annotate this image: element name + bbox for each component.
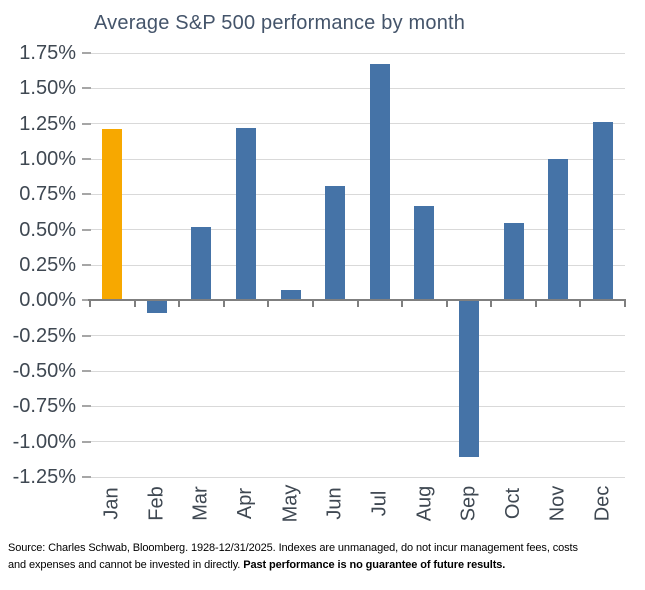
x-axis-tick bbox=[534, 301, 537, 308]
gridline bbox=[90, 370, 625, 372]
x-axis-label-nov: Nov bbox=[546, 485, 569, 521]
x-axis-label-jan: Jan bbox=[100, 486, 123, 520]
gridline bbox=[90, 441, 625, 443]
y-axis-tick bbox=[82, 264, 91, 266]
x-axis-tick bbox=[490, 301, 493, 308]
y-axis-label: 1.50% bbox=[19, 77, 76, 100]
x-axis-tick bbox=[89, 301, 91, 308]
y-axis-label: -0.50% bbox=[12, 360, 76, 382]
bar-may bbox=[280, 290, 301, 301]
bar-apr bbox=[236, 127, 257, 301]
x-axis-label-box: Apr bbox=[224, 479, 269, 527]
bar-sep bbox=[458, 300, 479, 458]
x-axis-label-box: Feb bbox=[135, 479, 180, 527]
gridline bbox=[90, 123, 625, 125]
y-axis-tick bbox=[82, 87, 91, 90]
source-line-1: Source: Charles Schwab, Bloomberg. 1928-… bbox=[8, 542, 578, 554]
x-axis-label-apr: Apr bbox=[234, 487, 257, 519]
y-axis-tick bbox=[82, 193, 91, 196]
y-axis-tick bbox=[82, 52, 91, 54]
x-axis-label-mar: Mar bbox=[189, 485, 212, 521]
x-axis-label-box: Nov bbox=[536, 479, 581, 527]
x-axis-label-box: Jun bbox=[313, 479, 358, 527]
gridline bbox=[90, 229, 625, 231]
y-axis-label: 0.75% bbox=[19, 183, 76, 206]
bar-aug bbox=[414, 205, 435, 301]
y-axis-tick bbox=[82, 158, 91, 160]
y-axis-label: -1.00% bbox=[12, 430, 76, 453]
x-axis-label-box: Aug bbox=[402, 479, 447, 527]
bar-jun bbox=[325, 185, 346, 301]
y-axis-label: 1.75% bbox=[19, 42, 76, 64]
bar-mar bbox=[191, 226, 212, 301]
gridline bbox=[90, 193, 625, 195]
x-axis-tick bbox=[267, 301, 270, 308]
y-axis-tick bbox=[82, 440, 91, 443]
bar-jul bbox=[369, 64, 390, 301]
x-axis-label-dec: Dec bbox=[591, 485, 614, 521]
y-axis-label: 0.25% bbox=[19, 254, 76, 276]
x-axis-tick bbox=[624, 301, 626, 308]
y-axis-tick bbox=[82, 228, 91, 231]
bar-nov bbox=[548, 159, 569, 301]
x-axis-label-box: Jan bbox=[90, 479, 135, 527]
x-axis-label-box: Sep bbox=[447, 479, 492, 527]
y-axis-tick bbox=[82, 334, 91, 337]
x-axis-tick bbox=[445, 301, 448, 308]
x-axis-label-oct: Oct bbox=[502, 487, 525, 519]
y-axis-label: -1.25% bbox=[12, 466, 76, 488]
y-axis-tick bbox=[82, 476, 91, 478]
y-axis-tick bbox=[82, 405, 91, 408]
x-axis-tick bbox=[401, 301, 404, 308]
x-axis-label-box: Mar bbox=[179, 479, 224, 527]
y-axis-tick bbox=[82, 370, 91, 372]
gridline bbox=[90, 335, 625, 337]
x-axis-label-box: May bbox=[268, 479, 313, 527]
y-axis-tick bbox=[82, 299, 91, 302]
x-axis-tick bbox=[579, 301, 582, 308]
source-note: Source: Charles Schwab, Bloomberg. 1928-… bbox=[8, 540, 642, 574]
x-axis-label-may: May bbox=[279, 484, 302, 522]
gridline bbox=[90, 87, 625, 89]
x-axis-tick bbox=[356, 301, 359, 308]
x-axis-label-jul: Jul bbox=[368, 490, 391, 516]
gridline bbox=[90, 158, 625, 160]
gridline bbox=[90, 52, 625, 54]
y-axis-label: -0.75% bbox=[12, 395, 76, 418]
x-axis-tick bbox=[133, 301, 136, 308]
source-line-2: and expenses and cannot be invested in d… bbox=[8, 557, 642, 574]
chart-title: Average S&P 500 performance by month bbox=[94, 12, 466, 34]
gridline bbox=[90, 264, 625, 266]
y-axis-label: 1.00% bbox=[19, 148, 76, 170]
x-axis-label-feb: Feb bbox=[145, 485, 168, 521]
x-axis-tick bbox=[178, 301, 181, 308]
bar-jan bbox=[102, 129, 123, 301]
x-axis-tick bbox=[311, 301, 314, 308]
x-axis-label-box: Dec bbox=[580, 479, 625, 527]
x-axis-label-box: Oct bbox=[491, 479, 536, 527]
x-axis-label-aug: Aug bbox=[412, 485, 435, 521]
y-axis-tick bbox=[82, 122, 91, 125]
x-axis-line bbox=[88, 299, 626, 302]
y-axis-label: -0.25% bbox=[12, 324, 76, 347]
y-axis-label: 1.25% bbox=[19, 112, 76, 135]
bar-feb bbox=[146, 300, 167, 314]
x-axis-label-sep: Sep bbox=[457, 485, 480, 521]
bar-dec bbox=[592, 122, 613, 301]
y-axis-label: 0.50% bbox=[19, 218, 76, 241]
bar-oct bbox=[503, 222, 524, 301]
source-line-2-text: and expenses and cannot be invested in d… bbox=[8, 559, 244, 571]
gridline bbox=[90, 405, 625, 407]
x-axis-label-box: Jul bbox=[358, 479, 403, 527]
y-axis-label: 0.00% bbox=[19, 289, 76, 312]
gridline bbox=[90, 476, 625, 478]
x-axis-tick bbox=[222, 301, 225, 308]
disclaimer-bold: Past performance is no guarantee of futu… bbox=[243, 559, 506, 571]
x-axis-label-jun: Jun bbox=[323, 486, 346, 520]
